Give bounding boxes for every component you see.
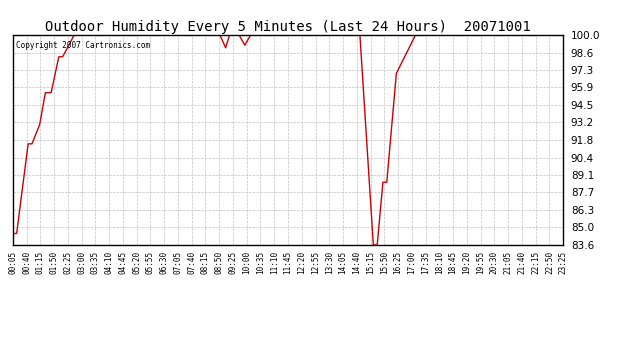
Text: Copyright 2007 Cartronics.com: Copyright 2007 Cartronics.com bbox=[15, 41, 150, 50]
Title: Outdoor Humidity Every 5 Minutes (Last 24 Hours)  20071001: Outdoor Humidity Every 5 Minutes (Last 2… bbox=[45, 20, 531, 34]
